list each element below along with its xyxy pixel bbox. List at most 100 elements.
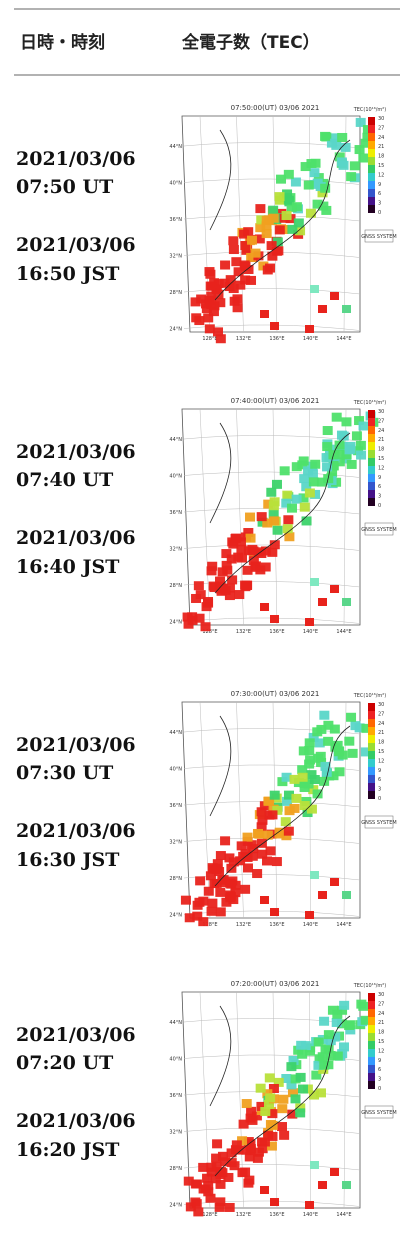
- tec-patch: [272, 805, 283, 815]
- tec-patch: [318, 305, 327, 313]
- tec-patch: [261, 229, 272, 239]
- colorbar-tick: 24: [378, 1011, 384, 1017]
- tec-patch: [349, 161, 360, 171]
- tec-patch: [269, 540, 280, 550]
- tec-patch: [246, 275, 257, 285]
- tec-patch: [351, 431, 362, 441]
- latitude-label: 44°N: [169, 730, 182, 736]
- tec-patch: [309, 775, 320, 785]
- colorbar-tick: 15: [378, 163, 384, 169]
- tec-patch: [318, 1181, 327, 1189]
- colorbar-segment: [368, 1017, 375, 1025]
- tec-patch: [299, 502, 310, 512]
- tec-patch: [295, 1103, 306, 1113]
- system-box: [364, 815, 394, 829]
- tec-patch: [260, 603, 269, 611]
- tec-patch: [271, 479, 282, 489]
- tec-patch: [342, 598, 351, 606]
- tec-patch: [224, 1202, 235, 1212]
- tec-patch: [299, 783, 310, 793]
- map-grid: [236, 701, 244, 919]
- tec-patch: [212, 1139, 223, 1149]
- tec-patch: [329, 724, 340, 734]
- tec-patch: [206, 566, 217, 576]
- tec-patch: [208, 307, 219, 317]
- tec-patch: [225, 878, 236, 888]
- colorbar-segment: [368, 751, 375, 759]
- tec-patch: [262, 830, 273, 840]
- tec-patch: [254, 234, 265, 244]
- colorbar-tick: 15: [378, 749, 384, 755]
- colorbar-segment: [368, 450, 375, 458]
- colorbar-segment: [368, 482, 375, 490]
- colorbar-title: TEC(10¹⁶/m²): [353, 400, 387, 406]
- tec-patch: [328, 133, 339, 143]
- tec-patch: [290, 177, 301, 187]
- tec-patch: [355, 117, 366, 127]
- tec-patch: [193, 581, 204, 591]
- tec-patch: [260, 310, 269, 318]
- tec-patch: [295, 1108, 306, 1118]
- tec-patch: [320, 131, 331, 141]
- tec-patch: [218, 875, 229, 885]
- tec-patch: [242, 565, 253, 575]
- tec-patch: [256, 822, 267, 832]
- tec-patch: [274, 829, 285, 839]
- longitude-label: 128°E: [202, 922, 217, 928]
- colorbar-title: TEC(10¹⁶/m²): [353, 693, 387, 699]
- tec-patch: [262, 518, 273, 528]
- latitude-label: 24°N: [169, 327, 182, 333]
- tec-patch: [256, 807, 267, 817]
- tec-patch: [330, 878, 339, 886]
- tec-patch: [237, 1136, 248, 1146]
- colorbar-tick: 18: [378, 154, 384, 160]
- tec-patch: [345, 444, 356, 454]
- colorbar-tick: 9: [378, 182, 381, 188]
- tec-patch: [332, 1009, 343, 1019]
- map-title: 07:20:00(UT) 03/06 2021: [231, 980, 320, 988]
- tec-patch: [355, 440, 366, 450]
- tec-patch: [323, 1060, 334, 1070]
- tec-patch: [334, 440, 345, 450]
- tec-patch: [306, 770, 317, 780]
- latitude-label: 36°N: [169, 510, 182, 516]
- tec-patch: [360, 1015, 371, 1025]
- tec-patch: [344, 1020, 355, 1030]
- tec-patch: [215, 851, 226, 861]
- tec-patch: [328, 444, 339, 454]
- tec-patch: [256, 215, 267, 225]
- tec-patch: [210, 1174, 221, 1184]
- tec-patch: [240, 241, 251, 251]
- tec-patch: [217, 567, 228, 577]
- colorbar-segment: [368, 442, 375, 450]
- tec-patch: [325, 1051, 336, 1061]
- colorbar-tick: 30: [378, 409, 384, 415]
- tec-patch: [284, 532, 295, 542]
- colorbar-tick: 18: [378, 1030, 384, 1036]
- tec-patch: [330, 585, 339, 593]
- tec-patch: [323, 720, 334, 730]
- tec-patch: [329, 450, 340, 460]
- colorbar-tick: 3: [378, 787, 381, 793]
- tec-patch: [215, 581, 226, 591]
- tec-patch: [323, 1044, 334, 1054]
- colorbar-segment: [368, 993, 375, 1001]
- utc-date: 2021/03/06: [16, 148, 136, 170]
- tec-patch: [342, 305, 351, 313]
- tec-patch: [252, 869, 263, 879]
- tec-patch: [206, 906, 217, 916]
- colorbar-segment: [368, 418, 375, 426]
- tec-patch: [221, 897, 232, 907]
- tec-patch: [267, 1109, 278, 1119]
- colorbar-tick: 27: [378, 418, 384, 424]
- tec-patch: [340, 142, 351, 152]
- tec-patch: [241, 245, 252, 255]
- tec-patch: [281, 772, 292, 782]
- tec-patch: [227, 537, 238, 547]
- tec-patch: [282, 524, 293, 534]
- colorbar-tick: 6: [378, 191, 381, 197]
- tec-patch: [279, 1130, 290, 1140]
- system-box: [364, 229, 394, 243]
- tec-patch: [257, 815, 268, 825]
- map-grid: [183, 288, 361, 295]
